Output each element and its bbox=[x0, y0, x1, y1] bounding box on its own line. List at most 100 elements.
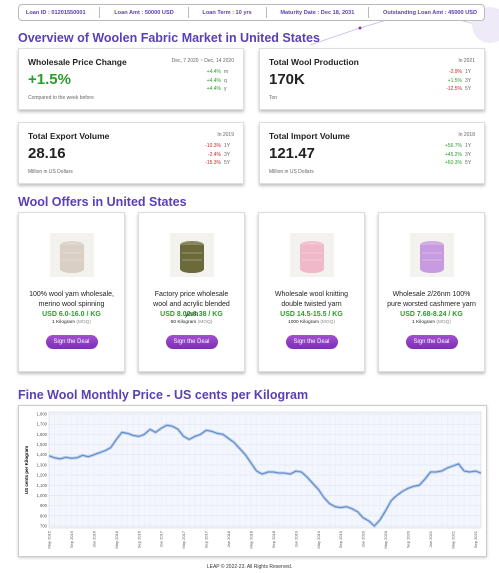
changes: +4.4% m +4.4% q +4.4% y bbox=[207, 68, 234, 94]
change-value: +1.5% bbox=[447, 77, 462, 84]
card-value: 121.47 bbox=[269, 145, 315, 162]
product-moq: 1 Kilogram (MOQ) bbox=[379, 320, 484, 325]
loan-item: Loan Term : 10 yrs bbox=[202, 9, 252, 16]
change-value: +45.2% bbox=[444, 151, 462, 158]
offer-card: Wholesale 2/26nm 100% pure worsted cashm… bbox=[378, 212, 485, 372]
x-tick-label: May 2015 bbox=[47, 530, 52, 548]
change-row: +4.4% m bbox=[207, 68, 234, 77]
separator bbox=[99, 7, 101, 18]
product-image bbox=[49, 233, 94, 277]
change-label: q bbox=[224, 77, 227, 84]
y-tick-label: 1,700 bbox=[37, 422, 48, 427]
product-name: Factory price wholesale wool and acrylic… bbox=[153, 291, 230, 318]
product-name: Wholesale wool knitting double twisted y… bbox=[274, 291, 349, 308]
moq-note: (MOQ) bbox=[197, 320, 213, 325]
offer-card: 100% wool yarn wholesale, merino wool sp… bbox=[18, 212, 125, 372]
change-value: +60.3% bbox=[444, 160, 462, 166]
change-label: 3Y bbox=[224, 151, 231, 158]
loan-item: Outstanding Loan Amt : 45000 USD bbox=[383, 9, 478, 16]
plot-area bbox=[48, 411, 482, 529]
change-row: -2.4% 3Y bbox=[205, 151, 234, 160]
card-value: 28.16 bbox=[28, 145, 66, 162]
change-label: 1Y bbox=[224, 143, 231, 149]
card-period: In 2018 bbox=[458, 132, 475, 138]
x-tick-label: Jan 2017 bbox=[159, 530, 164, 547]
offer-card: Wholesale wool knitting double twisted y… bbox=[258, 212, 365, 372]
product-price: USD 14.5-15.5 / KG bbox=[280, 311, 343, 318]
stat-card: Wholesale Price Change Dec, 7 2020 ~ Dec,… bbox=[18, 48, 244, 110]
x-tick-label: Sep 2020 bbox=[406, 530, 411, 548]
y-tick-label: 700 bbox=[40, 523, 48, 528]
x-tick-label: May 2018 bbox=[248, 530, 253, 548]
loan-item: Maturity Date : Dec 18, 2031 bbox=[280, 9, 355, 16]
sign-button[interactable]: Sign the Deal bbox=[405, 335, 458, 349]
moq-amount: 50 Kilogram bbox=[170, 320, 197, 325]
changes: -2.9% 1Y +1.5% 3Y -12.5% 5Y bbox=[446, 68, 475, 94]
card-title: Wholesale Price Change bbox=[28, 57, 127, 67]
loan-bar: Loan ID : 01201550001 Loan Amt : 50000 US… bbox=[18, 4, 485, 21]
moq-amount: 1 Kilogram bbox=[52, 320, 75, 325]
change-value: +4.4% bbox=[206, 69, 221, 75]
product-image bbox=[169, 233, 214, 277]
moq-amount: 1 Kilogram bbox=[412, 320, 435, 325]
change-value: +4.4% bbox=[206, 86, 221, 92]
x-tick-label: Sep 2017 bbox=[204, 530, 209, 548]
change-row: +60.3% 5Y bbox=[445, 159, 475, 168]
separator bbox=[187, 7, 189, 18]
stat-card: Total Wool Production In 2021 170K Ton -2.9%… bbox=[259, 48, 485, 110]
offer-cards: 100% wool yarn wholesale, merino wool sp… bbox=[18, 212, 485, 372]
card-note: Ton bbox=[269, 95, 278, 101]
y-tick-label: 800 bbox=[40, 513, 48, 518]
change-value: -10.3% bbox=[205, 143, 221, 149]
product-name: Wholesale 2/26nm 100% pure worsted cashm… bbox=[387, 291, 476, 308]
chart: US cents per Kilogram 700 800 900 1,000 1,100… bbox=[18, 405, 487, 557]
offer-card: Factory price wholesale wool and acrylic… bbox=[138, 212, 245, 372]
y-tick-label: 1,600 bbox=[37, 432, 48, 437]
y-tick-label: 1,500 bbox=[37, 442, 48, 447]
x-tick-label: Jan 2019 bbox=[293, 530, 298, 547]
y-tick-label: 1,100 bbox=[37, 483, 48, 488]
loan-item: Loan ID : 01201550001 bbox=[25, 9, 86, 16]
stat-card: Total Export Volume In 2019 28.16 Million i… bbox=[18, 122, 244, 184]
product-moq: 50 Kilogram (MOQ) bbox=[139, 320, 244, 325]
sign-button[interactable]: Sign the Deal bbox=[45, 335, 98, 349]
loan-item: Loan Amt : 50000 USD bbox=[114, 9, 174, 16]
x-tick-label: Sep 2021 bbox=[473, 530, 478, 548]
card-note: Compared to the week before bbox=[28, 95, 94, 101]
change-label: 3Y bbox=[465, 151, 472, 158]
x-tick-label: Jan 2018 bbox=[226, 530, 231, 547]
product-name: 100% wool yarn wholesale, merino wool sp… bbox=[29, 291, 114, 308]
x-tick-label: May 2019 bbox=[316, 530, 321, 548]
moq-note: (MOQ) bbox=[320, 320, 335, 325]
change-row: +1.5% 3Y bbox=[446, 77, 475, 86]
change-value: -2.9% bbox=[448, 69, 462, 75]
card-value: 170K bbox=[269, 71, 305, 88]
sign-button[interactable]: Sign the Deal bbox=[165, 335, 218, 349]
change-value: +56.7% bbox=[444, 143, 462, 149]
x-tick-label: May 2017 bbox=[181, 530, 186, 548]
separator bbox=[265, 7, 267, 18]
change-row: -2.9% 1Y bbox=[446, 68, 475, 77]
x-tick-label: Jan 2016 bbox=[91, 530, 96, 547]
moq-amount: 1000 Kilogram bbox=[288, 320, 319, 325]
card-period: Dec, 7 2020 ~ Dec, 14 2020 bbox=[171, 58, 234, 64]
product-image bbox=[289, 233, 334, 277]
sign-button[interactable]: Sign the Deal bbox=[285, 335, 338, 349]
change-value: -2.4% bbox=[207, 151, 221, 158]
card-note: Million in US Dollars bbox=[28, 169, 73, 175]
change-row: +45.2% 3Y bbox=[445, 151, 475, 160]
product-moq: 1000 Kilogram (MOQ) bbox=[259, 320, 364, 325]
product-price: USD 8.02-8.38 / KG bbox=[160, 311, 223, 318]
section-title: Wool Offers in United States bbox=[18, 195, 187, 209]
change-row: +4.4% q bbox=[207, 77, 234, 86]
x-tick-label: Sep 2019 bbox=[338, 530, 343, 548]
x-tick-label: May 2020 bbox=[383, 530, 388, 548]
changes: -10.3% 1Y -2.4% 3Y -15.3% 5Y bbox=[205, 142, 234, 168]
card-note: Million in US Dollars bbox=[269, 169, 314, 175]
change-label: 5Y bbox=[465, 160, 472, 166]
change-label: 5Y bbox=[465, 86, 472, 92]
change-label: 1Y bbox=[465, 69, 472, 75]
change-row: -15.3% 5Y bbox=[205, 159, 234, 168]
card-period: In 2019 bbox=[217, 132, 234, 138]
